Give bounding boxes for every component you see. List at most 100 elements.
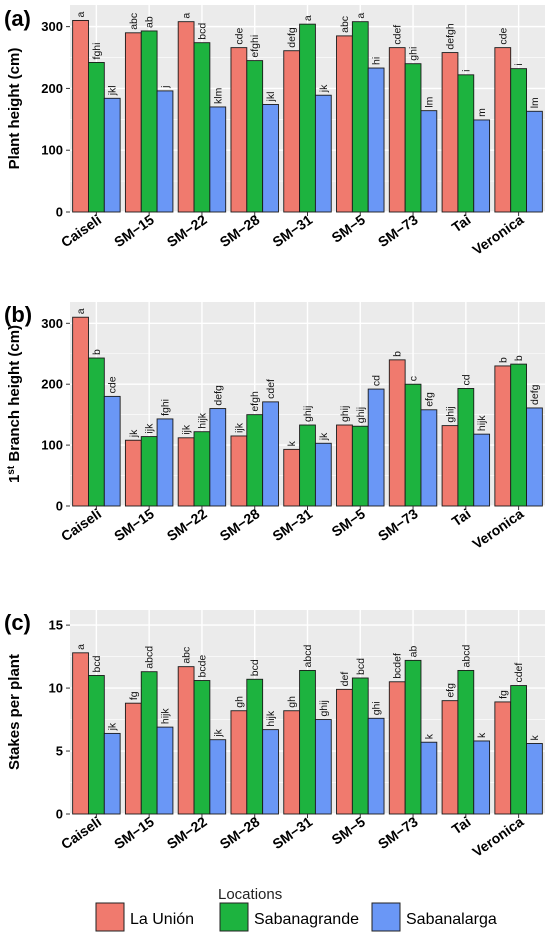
x-tick-label-tai: Tai <box>449 813 474 837</box>
bar-veronica-sabanagrande <box>510 68 527 213</box>
bar-sm-22-sabanagrande <box>193 431 211 507</box>
bar-label-caiseli-sabanalarga: jk <box>107 722 119 731</box>
legend-title: Locations <box>218 886 282 903</box>
x-tick-label-sm-5: SM−5 <box>329 505 369 539</box>
bar-label-sm-28-sabanalarga: cdef <box>265 379 277 399</box>
bar-sm-22-sabanagrande <box>193 42 211 213</box>
bar-label-sm-73-la-uni-n: bcdef <box>392 653 404 679</box>
y-tick-label: 200 <box>41 377 63 392</box>
bar-sm-73-sabanagrande <box>404 63 422 213</box>
bar-label-caiseli-sabanagrande: bcd <box>91 655 103 672</box>
bar-label-sm-73-la-uni-n: b <box>392 351 404 357</box>
bar-label-veronica-sabanagrande: cdef <box>513 663 525 683</box>
legend-label-sabanagrande: Sabanagrande <box>254 911 359 928</box>
bar-label-sm-22-la-uni-n: a <box>181 13 193 19</box>
bar-label-sm-5-la-uni-n: abc <box>339 16 351 33</box>
bar-label-sm-15-la-uni-n: fg <box>128 691 140 700</box>
bar-tai-sabanagrande <box>457 388 475 507</box>
bar-label-sm-28-la-uni-n: gh <box>233 696 245 708</box>
bar-label-sm-15-sabanalarga: hijk <box>160 708 172 725</box>
bar-label-sm-31-sabanagrande: abcd <box>302 645 314 668</box>
bar-label-sm-5-la-uni-n: ghij <box>339 406 351 422</box>
bar-label-sm-15-sabanagrande: ab <box>144 16 156 28</box>
y-tick-label: 10 <box>49 681 63 696</box>
bar-sm-73-sabanalarga <box>420 110 438 213</box>
bar-label-sm-5-sabanagrande: ghij <box>355 407 367 423</box>
panel-label: (a) <box>4 6 31 31</box>
bar-label-sm-15-sabanagrande: abcd <box>144 646 156 669</box>
bar-sm-28-sabanalarga <box>262 104 279 213</box>
bar-veronica-sabanalarga <box>526 407 543 507</box>
bar-label-tai-la-uni-n: defgh <box>445 23 457 49</box>
bar-sm-28-la-uni-n <box>230 47 248 213</box>
bar-label-tai-la-uni-n: ghij <box>445 406 457 422</box>
x-tick-label-caiseli: Caiseli <box>58 211 104 250</box>
bar-sm-31-sabanagrande <box>299 669 316 815</box>
bar-label-sm-28-sabanalarga: jkl <box>265 92 277 103</box>
bar-tai-sabanalarga <box>473 433 491 507</box>
bar-sm-28-sabanalarga <box>262 401 279 507</box>
bar-sm-73-la-uni-n <box>388 359 406 507</box>
bar-label-sm-22-sabanalarga: defg <box>212 385 224 406</box>
x-tick-label-sm-73: SM−73 <box>375 505 421 544</box>
bar-sm-73-sabanagrande <box>404 383 422 507</box>
bar-sm-15-la-uni-n <box>124 702 142 815</box>
legend-swatch-la-union <box>95 902 125 932</box>
bar-sm-22-sabanalarga <box>209 408 227 507</box>
bar-label-caiseli-sabanagrande: fghi <box>91 43 103 60</box>
bar-veronica-la-uni-n <box>494 701 512 815</box>
bar-label-tai-la-uni-n: efg <box>445 683 457 698</box>
bar-sm-73-la-uni-n <box>388 47 406 213</box>
bar-veronica-la-uni-n <box>494 365 512 507</box>
x-tick-label-caiseli: Caiseli <box>58 813 104 852</box>
bar-label-caiseli-la-uni-n: a <box>75 11 87 17</box>
bar-label-veronica-sabanalarga: defg <box>529 384 541 405</box>
bar-sm-22-la-uni-n <box>177 21 195 213</box>
x-tick-label-sm-5: SM−5 <box>329 813 369 847</box>
bar-label-sm-31-sabanalarga: jk <box>318 432 330 441</box>
bar-label-sm-31-sabanalarga: jk <box>318 84 330 93</box>
x-tick-label-sm-15: SM−15 <box>111 813 157 852</box>
y-tick-label: 5 <box>56 744 63 759</box>
bar-label-sm-15-sabanagrande: ijk <box>144 423 156 434</box>
bar-label-sm-5-sabanalarga: hi <box>371 57 383 65</box>
x-tick-label-sm-22: SM−22 <box>164 211 210 250</box>
bar-sm-5-sabanagrande <box>351 677 369 815</box>
bar-caiseli-sabanagrande <box>88 62 105 213</box>
y-tick-label: 200 <box>41 81 63 96</box>
bar-tai-sabanalarga <box>473 119 491 213</box>
bar-sm-73-sabanalarga <box>420 409 438 507</box>
y-tick-label: 100 <box>41 438 63 453</box>
bar-label-tai-sabanagrande: abcd <box>460 645 472 668</box>
bar-sm-15-sabanalarga <box>156 726 174 815</box>
bar-label-sm-28-la-uni-n: ijk <box>233 422 245 433</box>
bar-label-sm-73-sabanalarga: lm <box>423 96 435 107</box>
bar-caiseli-sabanalarga <box>103 97 121 213</box>
bar-tai-sabanalarga <box>473 740 491 815</box>
x-tick-label-sm-31: SM−31 <box>269 211 315 250</box>
bar-label-sm-31-sabanagrande: ghij <box>302 406 314 422</box>
y-tick-label: 300 <box>41 19 63 34</box>
bar-sm-15-sabanagrande <box>140 30 158 213</box>
x-tick-label-sm-73: SM−73 <box>375 813 421 852</box>
bar-label-veronica-la-uni-n: cde <box>497 28 509 45</box>
x-tick-label-caiseli: Caiseli <box>58 505 104 544</box>
bar-label-tai-sabanagrande: i <box>460 69 472 71</box>
y-tick-label: 0 <box>56 807 63 822</box>
bar-sm-5-sabanalarga <box>367 388 385 507</box>
bar-caiseli-la-uni-n <box>72 652 89 815</box>
bar-sm-5-sabanalarga <box>367 717 385 815</box>
bar-sm-22-sabanalarga <box>209 106 227 213</box>
bar-label-veronica-sabanagrande: i <box>513 63 525 65</box>
panel-a: (a) 0 100 200 300 Plant height (cm) a fghi jkl Ca… <box>4 5 545 258</box>
bar-sm-31-sabanalarga <box>314 442 332 507</box>
bar-tai-sabanagrande <box>457 669 475 815</box>
bar-sm-28-sabanagrande <box>246 60 264 213</box>
bar-label-tai-sabanalarga: hijk <box>476 415 488 432</box>
legend-swatch-sabanalarga <box>371 902 401 932</box>
bar-label-tai-sabanalarga: m <box>476 108 488 117</box>
x-tick-label-sm-28: SM−28 <box>217 505 263 544</box>
bar-sm-15-la-uni-n <box>124 439 142 507</box>
legend: Locations La Unión Sabanagrande Sabanala… <box>95 886 497 932</box>
